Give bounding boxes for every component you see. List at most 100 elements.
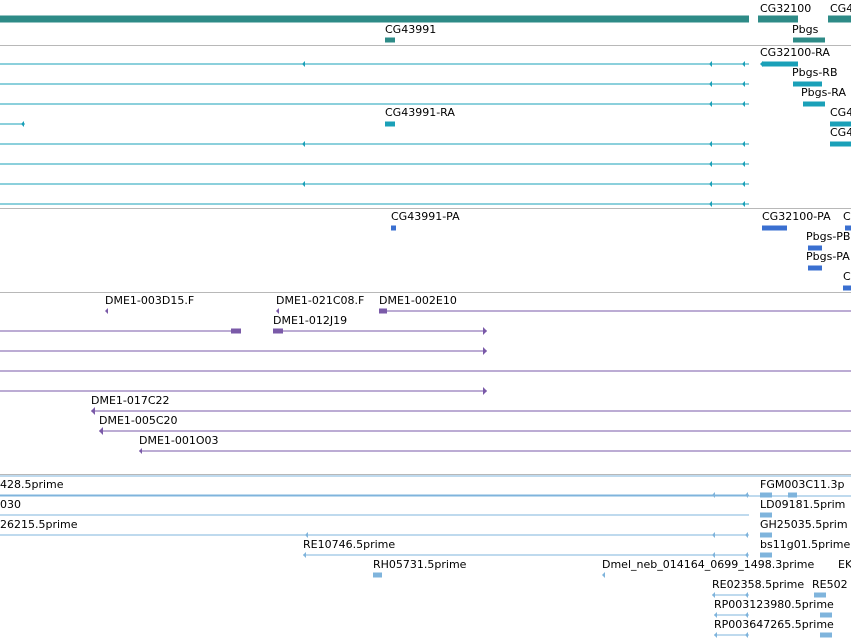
clone-end-arrow[interactable]: [483, 327, 487, 335]
est-arrow[interactable]: [745, 612, 748, 618]
gene-bar-cg32100[interactable]: [758, 15, 798, 23]
gene-label-pbgs[interactable]: Pbgs: [792, 23, 819, 36]
rna-strand-arrow[interactable]: [742, 61, 745, 67]
est-arrow[interactable]: [712, 532, 715, 538]
clone-label-dme1-017c22[interactable]: DME1-017C22: [91, 394, 170, 407]
est-label-re502[interactable]: RE502: [812, 578, 848, 591]
est-arrow[interactable]: [745, 532, 748, 538]
rna-exon-cg4-a[interactable]: [830, 121, 851, 127]
cds-label-c-b[interactable]: C: [843, 270, 851, 283]
est-exon[interactable]: [760, 512, 772, 518]
rna-exon-cg4-b[interactable]: [830, 141, 851, 147]
cds-bar-c-a[interactable]: [845, 225, 851, 231]
est-exon[interactable]: [788, 492, 797, 498]
rna-label-pbgs-rb[interactable]: Pbgs-RB: [792, 66, 838, 79]
rna-label-cg4-b[interactable]: CG4: [830, 126, 851, 139]
clone-end[interactable]: [379, 308, 387, 314]
gene-label-cg32100[interactable]: CG32100: [760, 2, 812, 15]
est-arrow[interactable]: [303, 552, 306, 558]
clone-end-arrow[interactable]: [105, 308, 108, 314]
clone-end[interactable]: [231, 328, 241, 334]
cds-label-c-a[interactable]: C: [843, 210, 851, 223]
est-arrow[interactable]: [714, 612, 717, 618]
est-arrow[interactable]: [712, 552, 715, 558]
rna-strand-arrow[interactable]: [709, 101, 712, 107]
est-exon[interactable]: [760, 552, 772, 558]
est-exon[interactable]: [814, 592, 826, 598]
est-label-rp003123980[interactable]: RP003123980.5prime: [714, 598, 834, 611]
clone-end-arrow[interactable]: [276, 308, 279, 314]
clone-end-arrow[interactable]: [483, 387, 487, 395]
rna-strand-arrow[interactable]: [302, 181, 305, 187]
est-arrow[interactable]: [745, 592, 748, 598]
rna-strand-arrow[interactable]: [742, 201, 745, 207]
est-label-fgm003c11[interactable]: FGM003C11.3p: [760, 478, 845, 491]
est-arrow[interactable]: [305, 532, 308, 538]
cds-bar-c-b[interactable]: [843, 285, 851, 291]
cds-label-pbgs-pa[interactable]: Pbgs-PA: [806, 250, 850, 263]
est-exon[interactable]: [820, 612, 832, 618]
cds-label-cg43991-pa[interactable]: CG43991-PA: [391, 210, 460, 223]
est-label-030[interactable]: 030: [0, 498, 21, 511]
est-label-ld09181[interactable]: LD09181.5prim: [760, 498, 846, 511]
rna-strand-arrow[interactable]: [742, 101, 745, 107]
est-arrow[interactable]: [712, 492, 715, 498]
gene-bar-main[interactable]: [0, 15, 749, 23]
gene-bar-cg43991[interactable]: [385, 37, 395, 43]
cds-bar-cg43991-pa[interactable]: [391, 225, 396, 231]
est-exon[interactable]: [820, 632, 832, 638]
est-label-428-5prime[interactable]: 428.5prime: [0, 478, 64, 491]
est-arrow[interactable]: [602, 572, 605, 578]
est-label-re10746[interactable]: RE10746.5prime: [303, 538, 396, 551]
rna-exon-pbgs-rb[interactable]: [793, 81, 822, 87]
clone-end-arrow[interactable]: [91, 407, 95, 415]
est-exon[interactable]: [373, 572, 382, 578]
rna-strand-arrow[interactable]: [302, 141, 305, 147]
cds-bar-pbgs-pa[interactable]: [808, 265, 822, 271]
est-label-gh25035[interactable]: GH25035.5prim: [760, 518, 848, 531]
rna-strand-arrow[interactable]: [709, 61, 712, 67]
est-label-ek[interactable]: EK: [838, 558, 851, 571]
est-label-re02358[interactable]: RE02358.5prime: [712, 578, 805, 591]
est-arrow[interactable]: [745, 552, 748, 558]
rna-exon-arrow[interactable]: [760, 61, 763, 67]
rna-strand-arrow[interactable]: [709, 201, 712, 207]
rna-strand-arrow[interactable]: [709, 81, 712, 87]
rna-strand-arrow[interactable]: [709, 161, 712, 167]
gene-label-cg4[interactable]: CG4: [830, 2, 851, 15]
rna-strand-arrow[interactable]: [21, 121, 24, 127]
rna-strand-arrow[interactable]: [302, 61, 305, 67]
est-exon[interactable]: [760, 492, 772, 498]
rna-label-cg32100-ra[interactable]: CG32100-RA: [760, 46, 830, 59]
est-label-26215-5prime[interactable]: 26215.5prime: [0, 518, 78, 531]
rna-exon-cg32100-ra[interactable]: [762, 61, 798, 67]
gene-bar-cg4[interactable]: [828, 15, 851, 23]
clone-label-dme1-012j19[interactable]: DME1-012J19: [273, 314, 348, 327]
gene-bar-pbgs[interactable]: [793, 37, 825, 43]
clone-end-arrow[interactable]: [483, 347, 487, 355]
est-arrow[interactable]: [745, 492, 748, 498]
est-label-rh05731[interactable]: RH05731.5prime: [373, 558, 467, 571]
clone-label-dme1-021c08f[interactable]: DME1-021C08.F: [276, 294, 365, 307]
clone-label-dme1-002e10[interactable]: DME1-002E10: [379, 294, 457, 307]
rna-strand-arrow[interactable]: [742, 81, 745, 87]
cds-label-pbgs-pb[interactable]: Pbgs-PB: [806, 230, 851, 243]
rna-strand-arrow[interactable]: [742, 181, 745, 187]
rna-strand-arrow[interactable]: [709, 141, 712, 147]
rna-label-cg43991-ra[interactable]: CG43991-RA: [385, 106, 455, 119]
clone-end-arrow[interactable]: [139, 448, 142, 454]
est-label-rp003647265[interactable]: RP003647265.5prime: [714, 618, 834, 631]
cds-bar-pbgs-pb[interactable]: [808, 245, 822, 251]
clone-end-arrow[interactable]: [99, 427, 103, 435]
rna-label-pbgs-ra[interactable]: Pbgs-RA: [801, 86, 847, 99]
gene-label-cg43991[interactable]: CG43991: [385, 23, 437, 36]
rna-strand-arrow[interactable]: [742, 161, 745, 167]
clone-label-dme1-001o03[interactable]: DME1-001O03: [139, 434, 219, 447]
est-label-dmel-neb[interactable]: Dmel_neb_014164_0699_1498.3prime: [602, 558, 815, 571]
est-exon[interactable]: [760, 532, 772, 538]
rna-strand-arrow[interactable]: [742, 141, 745, 147]
rna-strand-arrow[interactable]: [709, 181, 712, 187]
rna-exon-pbgs-ra[interactable]: [803, 101, 825, 107]
clone-label-dme1-003d15f[interactable]: DME1-003D15.F: [105, 294, 195, 307]
